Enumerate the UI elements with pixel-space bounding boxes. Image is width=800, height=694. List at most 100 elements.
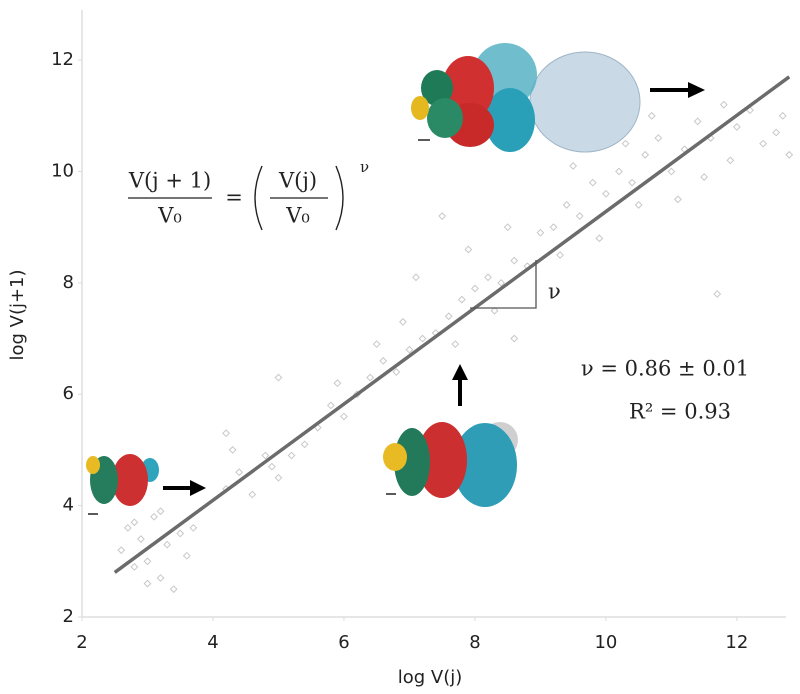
scatter-point	[189, 523, 198, 532]
formula-part: ν	[360, 158, 369, 176]
scatter-point	[732, 123, 741, 131]
y-tick-label: 6	[63, 383, 74, 404]
scatter-point	[471, 284, 479, 293]
cell	[383, 443, 407, 471]
x-tick-label: 10	[594, 632, 617, 653]
scatter-point	[228, 446, 237, 454]
y-tick-label: 8	[63, 272, 74, 293]
r-squared: R² = 0.93	[629, 400, 731, 424]
scatter-point	[182, 551, 191, 560]
scatter-point	[392, 368, 401, 376]
scatter-point	[503, 223, 512, 232]
scatter-point	[490, 306, 499, 315]
scatter-point	[457, 295, 466, 304]
scatter-point	[156, 574, 165, 582]
cell	[394, 428, 430, 496]
slope-triangle	[470, 260, 537, 309]
formula-part: V₀	[157, 204, 182, 228]
scatter-point	[366, 373, 375, 382]
scatter-point	[549, 223, 558, 232]
x-axis-title: log V(j)	[398, 667, 463, 688]
scatter-point	[497, 278, 506, 287]
fit-line	[113, 75, 791, 574]
cell-cluster-large	[411, 43, 641, 153]
cell	[427, 98, 463, 138]
scatter-point	[130, 562, 139, 571]
scatter-point	[222, 429, 230, 438]
scatter-point	[621, 139, 630, 148]
y-axis-title: log V(j+1)	[7, 269, 28, 360]
scatter-point	[778, 111, 787, 120]
scatter-point	[536, 228, 545, 237]
scatter-point	[595, 234, 604, 243]
scatter-point	[451, 340, 460, 349]
scatter-point	[274, 473, 283, 482]
scatter-point	[562, 201, 571, 209]
arrow-head	[688, 82, 705, 98]
scatter-point	[759, 139, 767, 148]
formula-part: V₀	[285, 204, 310, 228]
scatter-point	[667, 167, 676, 176]
paren	[254, 165, 263, 231]
cell	[529, 51, 641, 153]
scatter-point	[575, 212, 584, 220]
cell-cluster-medium	[383, 422, 518, 507]
plot-layer: 2 4 6 8 10 12 2 4 6 8 10 12	[51, 49, 794, 653]
cell	[485, 88, 535, 152]
scatter-point	[326, 401, 335, 410]
scatter-point	[372, 340, 381, 349]
scatter-point	[674, 195, 682, 204]
scatter-point	[588, 178, 597, 187]
scatter-point	[484, 273, 492, 282]
scatter-point	[300, 440, 309, 449]
scatter-point	[700, 173, 709, 181]
x-tick-label: 8	[469, 632, 480, 653]
scatter-point	[261, 451, 270, 460]
scatter-point	[556, 251, 564, 259]
formula-part: V(j)	[278, 169, 317, 193]
cell	[411, 96, 429, 120]
scatter-point	[287, 451, 296, 460]
scatter-point	[654, 134, 663, 142]
scatter-point	[248, 490, 257, 499]
scatter-point	[117, 546, 126, 555]
y-tick-label: 4	[63, 495, 74, 516]
scatter-point	[719, 100, 728, 109]
scatter-point	[405, 345, 414, 354]
cell	[112, 454, 148, 506]
scatter-point	[137, 535, 145, 543]
scatter-point	[412, 273, 420, 282]
slope-label: ν	[548, 280, 561, 304]
arrow-head	[190, 480, 206, 496]
scatter-point	[418, 334, 427, 343]
scatter-point	[628, 178, 637, 187]
scatter-point	[143, 557, 152, 566]
scatter-point	[176, 529, 185, 538]
y-tick-label: 2	[63, 606, 74, 627]
scatter-point	[235, 468, 244, 477]
x-tick-label: 4	[207, 632, 218, 653]
arrow-head	[452, 364, 468, 380]
scatter-point	[333, 379, 342, 388]
scatter-point	[713, 290, 722, 298]
scatter-point	[647, 111, 656, 120]
fit-result: ν = 0.86 ± 0.01	[581, 357, 749, 381]
x-tick-label: 12	[725, 632, 748, 653]
scatter-point	[615, 167, 623, 176]
scatter-point	[444, 312, 453, 321]
y-tick-label: 10	[51, 160, 74, 181]
scatter-point	[569, 162, 578, 170]
cell-cluster-small	[86, 454, 159, 515]
cell	[417, 422, 467, 498]
scatter-point	[634, 201, 643, 209]
scatter-point	[156, 507, 165, 516]
scatter-point	[726, 156, 735, 165]
x-tick-label: 6	[338, 632, 349, 653]
arrows	[163, 82, 705, 496]
scatter-point	[150, 512, 158, 521]
scatter-point	[398, 317, 407, 326]
formula-part: =	[225, 186, 243, 210]
formula-part: V(j + 1)	[128, 169, 211, 193]
scatter-point	[274, 373, 283, 382]
cell	[86, 456, 100, 474]
